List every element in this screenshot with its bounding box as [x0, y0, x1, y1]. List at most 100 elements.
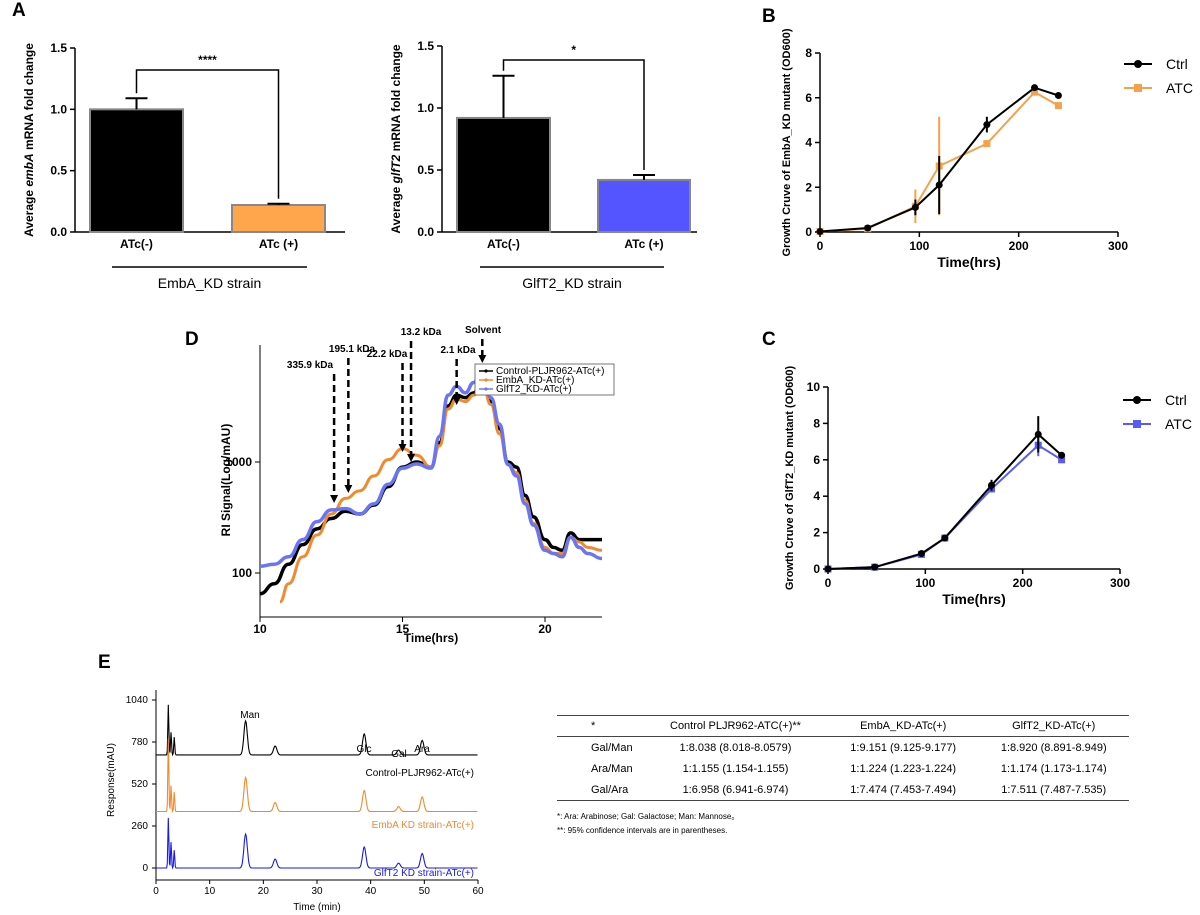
- group-label: EmbA_KD strain: [158, 275, 261, 291]
- table-header: GlfT2_KD-ATc(+): [978, 715, 1129, 737]
- peak-label: Ara: [414, 744, 430, 755]
- series-line: [279, 381, 603, 604]
- table-row: Gal/Ara 1:6.958 (6.941-6.974) 1:7.474 (7…: [557, 779, 1129, 801]
- bar: [89, 108, 184, 233]
- x-tick-label: 15: [396, 622, 410, 636]
- peak-annotation-label: 335.9 kDa: [287, 360, 334, 371]
- x-tick-label: 200: [1009, 239, 1029, 253]
- table-header: *: [557, 715, 643, 737]
- y-tick-label: 4: [805, 136, 812, 150]
- x-tick-label: 300: [1110, 576, 1130, 590]
- data-point: [1058, 456, 1066, 464]
- series-line: [827, 443, 1063, 570]
- table-cell: Ara/Man: [591, 762, 633, 775]
- data-point: [1054, 102, 1062, 110]
- group-label: GlfT2_KD strain: [522, 275, 622, 291]
- x-tick-label: 50: [419, 886, 431, 897]
- series-line: [259, 366, 603, 569]
- x-axis-label: Time(hrs): [942, 591, 1006, 607]
- data-point: [871, 563, 879, 571]
- data-point: [1054, 92, 1062, 100]
- x-tick-label: ATc (+): [624, 237, 663, 251]
- y-tick-label: 6: [805, 91, 812, 105]
- peak-annotation-label: 22.2 kDa: [367, 349, 408, 360]
- x-tick-label: ATc(-): [487, 237, 520, 251]
- data-point: [1031, 84, 1039, 92]
- peak-annotation-arrowhead: [398, 444, 407, 452]
- x-tick-label: 200: [1013, 576, 1033, 590]
- table-cell: Gal/Man: [591, 741, 633, 754]
- panel-label-e: E: [98, 652, 111, 673]
- y-tick-label: 0.0: [50, 225, 67, 239]
- peak-annotation-label: 195.1 kDa: [329, 344, 376, 355]
- legend-marker: [1133, 396, 1141, 404]
- panel-label-a: A: [12, 0, 26, 21]
- legend-label: EmbA_KD-ATc(+): [496, 375, 574, 386]
- y-tick-label: 0: [142, 863, 148, 874]
- table-note-ci: **: 95% confidence intervals are in pare…: [557, 826, 728, 835]
- y-tick-label: 1.5: [417, 39, 434, 53]
- peak-annotation-label: 2.1 kDa: [440, 345, 475, 356]
- y-tick-label: 100: [232, 566, 252, 580]
- bar: [456, 116, 551, 233]
- table-cell: 1:8.038 (8.018-8.0579): [679, 741, 792, 754]
- peak-label: Man: [240, 710, 259, 721]
- table-cell: 1:7.474 (7.453-7.494): [827, 779, 979, 801]
- legend-marker: [484, 369, 488, 373]
- table-row: Ara/Man 1:1.155 (1.154-1.155) 1:1.224 (1…: [557, 758, 1129, 779]
- peak-annotation-arrowhead: [452, 397, 461, 405]
- y-tick-label: 1000: [225, 455, 252, 469]
- legend-label: ATC: [1166, 80, 1193, 96]
- data-point: [935, 181, 943, 189]
- peak-annotation-label: 13.2 kDa: [401, 327, 442, 338]
- x-tick-label: 20: [538, 622, 552, 636]
- y-tick-label: 4: [813, 489, 820, 503]
- chromatogram-trace: [156, 704, 478, 757]
- y-axis-label: Response(mAU): [106, 743, 117, 817]
- series-line: [259, 378, 602, 596]
- significance-label: ****: [198, 53, 217, 67]
- legend-marker: [1134, 84, 1142, 92]
- y-tick-label: 2: [813, 526, 820, 540]
- legend-marker: [484, 387, 488, 391]
- y-tick-label: 0: [813, 562, 820, 576]
- peak-annotation-arrowhead: [478, 355, 487, 363]
- series-line: [827, 432, 1063, 570]
- y-tick-label: 0: [805, 225, 812, 239]
- table-cell: 1:1.174 (1.173-1.174): [1000, 762, 1107, 775]
- table-cell: 1:1.224 (1.223-1.224): [850, 762, 957, 775]
- trace-label: EmbA KD strain-ATc(+): [372, 820, 474, 831]
- y-tick-label: 10: [807, 380, 821, 394]
- data-point: [941, 534, 949, 542]
- y-tick-label: 2: [805, 180, 812, 194]
- significance-bracket: [502, 59, 645, 170]
- table-header: EmbA_KD-ATc(+): [827, 715, 979, 737]
- y-tick-label: 780: [131, 737, 148, 748]
- legend-marker: [1134, 60, 1142, 68]
- data-point: [1034, 430, 1042, 438]
- data-point: [983, 121, 991, 129]
- x-tick-label: 100: [909, 239, 929, 253]
- y-axis-label: Average glfT2 mRNA fold change: [389, 44, 403, 233]
- table-cell: 1:7.511 (7.487-7.535): [978, 779, 1129, 801]
- panel-label-c: C: [762, 329, 776, 350]
- y-tick-label: 1.0: [417, 101, 434, 115]
- table-cell: 1:6.958 (6.941-6.974): [643, 779, 828, 801]
- y-axis-label: Average embA mRNA fold change: [22, 43, 36, 237]
- legend-label: GlfT2_KD-ATc(+): [496, 384, 572, 395]
- legend-label: Ctrl: [1166, 56, 1188, 72]
- legend-label: Control-PLJR962-ATc(+): [496, 366, 604, 377]
- peak-annotation-arrowhead: [407, 454, 416, 462]
- data-point: [983, 140, 991, 148]
- chromatogram-trace: [156, 738, 478, 814]
- legend-label: Ctrl: [1165, 392, 1187, 408]
- y-tick-label: 0.0: [417, 225, 434, 239]
- significance-label: *: [571, 43, 576, 57]
- peak-annotation-arrowhead: [344, 485, 353, 493]
- legend-marker: [1133, 420, 1141, 428]
- y-tick-label: 1.0: [50, 102, 67, 116]
- bar: [597, 178, 691, 233]
- table-cell: 1:9.151 (9.125-9.177): [850, 741, 957, 754]
- y-tick-label: 0.5: [417, 163, 434, 177]
